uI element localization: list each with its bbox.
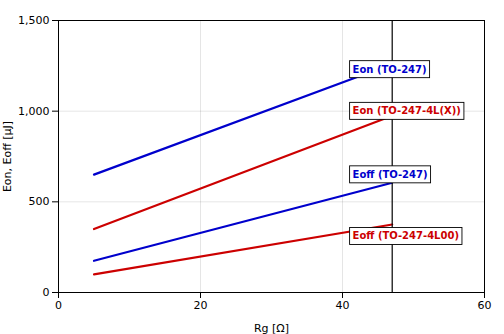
svg-text:60: 60 — [478, 299, 492, 312]
svg-text:500: 500 — [29, 195, 50, 208]
svg-text:Eoff (TO-247): Eoff (TO-247) — [353, 169, 428, 180]
svg-text:Eon, Eoff [μJ]: Eon, Eoff [μJ] — [1, 121, 14, 192]
svg-text:1,500: 1,500 — [18, 14, 50, 27]
svg-text:40: 40 — [336, 299, 350, 312]
svg-text:0: 0 — [55, 299, 62, 312]
svg-text:0: 0 — [43, 286, 50, 299]
svg-text:20: 20 — [194, 299, 208, 312]
svg-text:Eoff (TO-247-4L00): Eoff (TO-247-4L00) — [353, 230, 459, 241]
svg-text:Eon (TO-247): Eon (TO-247) — [353, 64, 427, 75]
svg-text:Rg [Ω]: Rg [Ω] — [254, 322, 289, 334]
svg-text:Eon (TO-247-4L(X)): Eon (TO-247-4L(X)) — [353, 105, 461, 116]
svg-text:1,000: 1,000 — [18, 105, 50, 118]
